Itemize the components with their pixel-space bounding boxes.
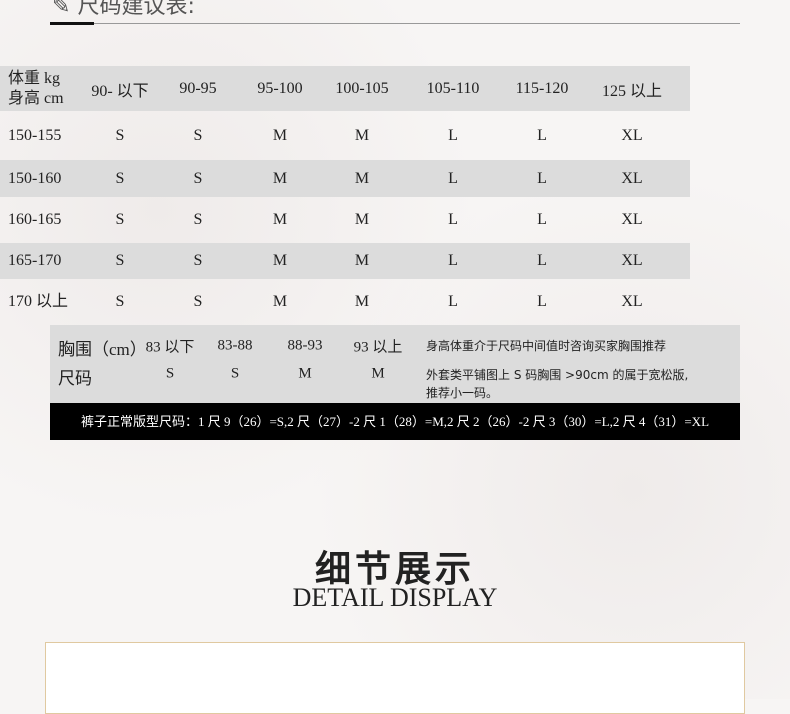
size-cell: L xyxy=(537,211,547,228)
table-row: 150-155 S S M M L L XL xyxy=(0,111,690,160)
chest-range: 88-93 xyxy=(287,337,323,354)
size-cell: S xyxy=(115,252,125,269)
height-label: 身高 cm xyxy=(8,89,64,107)
size-cell: M xyxy=(354,211,370,228)
height-cell: 150-155 xyxy=(8,126,62,144)
size-cell: M xyxy=(272,169,288,187)
divider xyxy=(50,23,740,24)
size-cell: S xyxy=(193,211,203,228)
weight-label: 体重 kg xyxy=(8,69,61,87)
size-cell: S xyxy=(193,293,203,310)
size-cell: L xyxy=(537,252,547,269)
divider-accent xyxy=(50,22,94,25)
size-cell: M xyxy=(272,126,288,144)
chest-size: S xyxy=(165,365,175,382)
height-cell: 165-170 xyxy=(8,252,62,269)
detail-title-cn: 细节展示 xyxy=(314,548,475,590)
size-cell: S xyxy=(115,126,125,144)
size-cell: L xyxy=(448,126,458,144)
size-cell: L xyxy=(448,211,458,228)
size-cell: M xyxy=(354,126,370,144)
size-cell: S xyxy=(115,293,125,310)
height-cell: 170 以上 xyxy=(8,293,69,310)
weight-header: 90-95 xyxy=(179,79,217,97)
weight-header: 95-100 xyxy=(257,79,303,97)
size-cell: L xyxy=(448,293,458,310)
header-label: 体重 kg 身高 cm xyxy=(8,69,64,109)
chest-range: 83-88 xyxy=(217,337,253,354)
size-cell: S xyxy=(193,252,203,269)
pen-icon: ✎ xyxy=(52,0,78,19)
weight-header: 90- 以下 xyxy=(91,82,149,100)
size-cell: L xyxy=(448,169,458,187)
size-cell: M xyxy=(272,293,288,310)
chest-range: 93 以上 xyxy=(353,339,403,356)
size-cell: M xyxy=(272,252,288,269)
detail-frame xyxy=(45,642,745,714)
weight-header: 100-105 xyxy=(335,79,389,97)
size-cell: XL xyxy=(621,211,643,228)
chest-note-3: 推荐小一码。 xyxy=(426,386,499,400)
size-cell: S xyxy=(115,169,125,187)
section-title-text: 尺码建议表: xyxy=(77,0,195,19)
chest-label: 胸围（cm） xyxy=(58,340,147,359)
height-cell: 160-165 xyxy=(8,211,62,228)
chest-size: M xyxy=(298,365,312,382)
chest-note-1: 身高体重介于尺码中间值时咨询买家胸围推荐 xyxy=(426,339,667,353)
chest-table: 胸围（cm） 尺码 83 以下 S 83-88 S 88-93 M 93 以上 M 身高体重介… xyxy=(50,325,740,403)
size-cell: S xyxy=(193,169,203,187)
size-cell: XL xyxy=(621,252,643,269)
chest-range: 83 以下 xyxy=(145,339,195,356)
size-cell: S xyxy=(193,126,203,144)
chest-size: M xyxy=(371,365,385,382)
size-cell: S xyxy=(115,211,125,228)
height-cell: 150-160 xyxy=(8,169,62,187)
size-cell: L xyxy=(537,126,547,144)
table-row: 170 以上 S S M M L L XL xyxy=(0,279,690,325)
size-cell: L xyxy=(537,169,547,187)
weight-header: 115-120 xyxy=(515,79,569,97)
size-cell: XL xyxy=(621,126,643,144)
size-cell: L xyxy=(537,293,547,310)
chest-size-label: 尺码 xyxy=(58,369,92,388)
chest-note-2: 外套类平铺图上 S 码胸围 >90cm 的属于宽松版, xyxy=(426,368,689,382)
size-cell: M xyxy=(354,293,370,310)
size-cell: M xyxy=(354,169,370,187)
size-cell: M xyxy=(354,252,370,269)
section-title: ✎ 尺码建议表: xyxy=(52,0,195,20)
table-row: 165-170 S S M M L L XL xyxy=(0,243,690,279)
size-cell: L xyxy=(448,252,458,269)
pants-size-note: 裤子正常版型尺码：1 尺 9（26）=S,2 尺（27）-2 尺 1（28）=M… xyxy=(50,403,740,440)
size-cell: M xyxy=(272,211,288,228)
chest-size: S xyxy=(230,365,240,382)
weight-header: 125 以上 xyxy=(601,82,663,100)
table-row: 150-160 S S M M L L XL xyxy=(0,160,690,197)
size-cell: XL xyxy=(621,293,643,310)
detail-title-en: DETAIL DISPLAY xyxy=(292,583,498,612)
size-cell: XL xyxy=(621,169,643,187)
table-header-row: 体重 kg 身高 cm 90- 以下 90-95 95-100 100-105 105-11… xyxy=(0,66,690,111)
weight-header: 105-110 xyxy=(426,79,480,97)
table-row: 160-165 S S M M L L XL xyxy=(0,197,690,243)
